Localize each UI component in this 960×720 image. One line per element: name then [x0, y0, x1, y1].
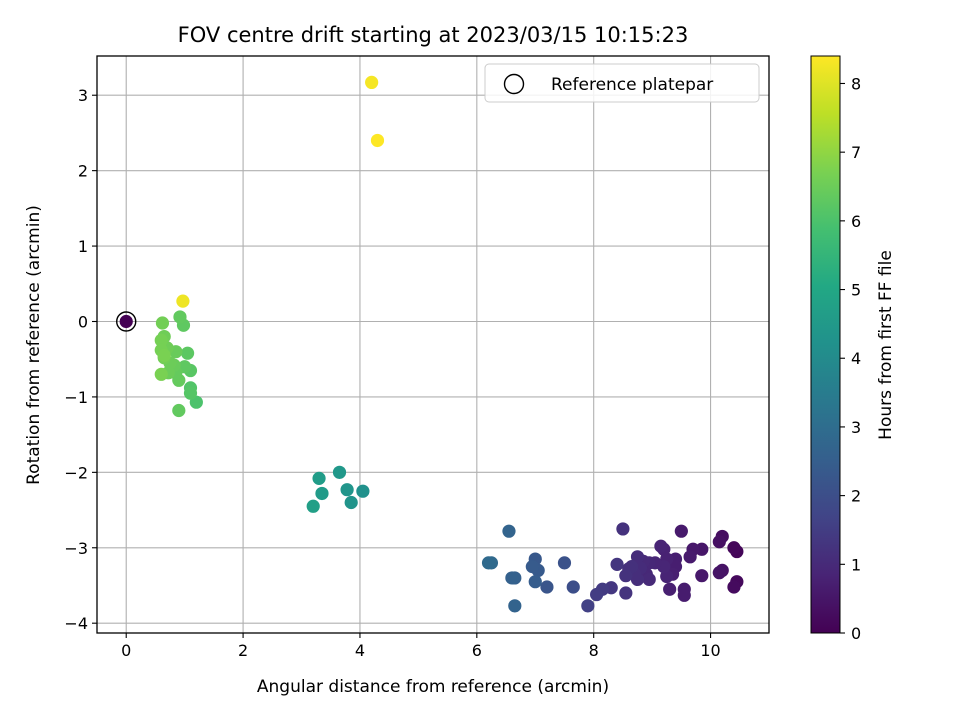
- data-point: [654, 539, 668, 553]
- data-point: [370, 133, 385, 148]
- reference-marker: [116, 311, 137, 332]
- y-tick-label: 3: [78, 86, 88, 105]
- data-point: [502, 524, 516, 538]
- legend-box: [484, 63, 760, 103]
- colorbar-tick-label: 0: [851, 624, 861, 643]
- data-point: [566, 580, 580, 594]
- data-point: [695, 569, 709, 583]
- data-point: [642, 572, 656, 587]
- data-point: [340, 483, 354, 497]
- data-point: [712, 566, 726, 580]
- colorbar-tick-label: 3: [851, 418, 861, 437]
- data-point: [581, 599, 595, 613]
- data-point: [173, 310, 187, 324]
- data-point: [155, 316, 170, 330]
- colorbar-label: Hours from first FF file: [876, 250, 896, 440]
- x-tick-label: 10: [700, 641, 720, 660]
- data-point: [365, 75, 379, 89]
- y-axis-ticks: −4 −3 −2 −1 0 1 2 3: [64, 86, 97, 633]
- x-tick-label: 0: [121, 641, 131, 660]
- y-tick-label: −1: [64, 388, 88, 407]
- x-axis-ticks: 0 2 4 6 8 10: [121, 633, 721, 660]
- colorbar: 0 1 2 3 4 5 6 7 8 Hours from first FF file: [810, 55, 896, 643]
- data-point: [683, 550, 697, 564]
- colorbar-tick-label: 2: [851, 487, 861, 506]
- data-point: [332, 465, 347, 479]
- data-point: [183, 386, 198, 400]
- data-point: [727, 541, 741, 555]
- chart-title: FOV centre drift starting at 2023/03/15 …: [178, 23, 689, 47]
- data-point: [610, 557, 624, 571]
- colorbar-gradient: [810, 55, 841, 634]
- plot-frame: [96, 55, 770, 634]
- colorbar-tick-label: 8: [851, 74, 861, 93]
- data-point: [176, 294, 190, 308]
- data-point: [540, 580, 554, 594]
- data-point: [508, 599, 522, 613]
- legend: Reference platepar: [484, 63, 760, 103]
- data-point: [306, 499, 320, 513]
- x-tick-label: 8: [589, 641, 599, 660]
- legend-label: Reference platepar: [551, 75, 713, 95]
- y-tick-label: 2: [78, 162, 88, 181]
- data-point: [157, 348, 171, 363]
- x-tick-label: 2: [238, 641, 248, 660]
- data-point: [712, 535, 726, 549]
- data-point: [674, 524, 688, 538]
- data-point: [344, 495, 358, 510]
- colorbar-tick-label: 6: [851, 212, 861, 231]
- data-point: [312, 471, 326, 485]
- data-point: [619, 569, 633, 583]
- colorbar-tick-label: 4: [851, 349, 861, 368]
- data-point: [315, 486, 329, 501]
- data-point: [630, 550, 645, 564]
- data-point: [727, 580, 741, 594]
- data-point: [180, 346, 195, 360]
- y-axis-label: Rotation from reference (arcmin): [24, 205, 44, 485]
- colorbar-tick-label: 5: [851, 281, 861, 300]
- data-point: [619, 586, 633, 600]
- y-tick-label: −2: [64, 463, 88, 482]
- colorbar-ticks: 0 1 2 3 4 5 6 7 8: [840, 74, 861, 643]
- data-point: [590, 587, 604, 602]
- x-tick-label: 6: [472, 641, 482, 660]
- data-point: [557, 556, 572, 570]
- data-point: [172, 403, 186, 418]
- data-point: [525, 560, 539, 574]
- data-point: [505, 571, 519, 585]
- data-point: [616, 522, 630, 536]
- y-tick-label: 0: [78, 312, 88, 331]
- data-point: [154, 333, 168, 347]
- y-tick-label: −4: [64, 614, 88, 633]
- data-point: [528, 575, 542, 589]
- data-point: [154, 367, 168, 381]
- data-points: [116, 75, 744, 613]
- y-tick-label: 1: [78, 237, 88, 256]
- legend-marker: [503, 73, 525, 95]
- data-point: [677, 588, 691, 602]
- data-point: [481, 556, 496, 570]
- colorbar-tick-label: 1: [851, 555, 861, 574]
- data-point: [663, 582, 677, 596]
- data-point: [356, 484, 370, 498]
- y-tick-label: −3: [64, 539, 88, 558]
- x-axis-label: Angular distance from reference (arcmin): [257, 677, 609, 697]
- data-point: [119, 314, 133, 329]
- colorbar-tick-label: 7: [851, 143, 861, 162]
- x-tick-label: 4: [355, 641, 365, 660]
